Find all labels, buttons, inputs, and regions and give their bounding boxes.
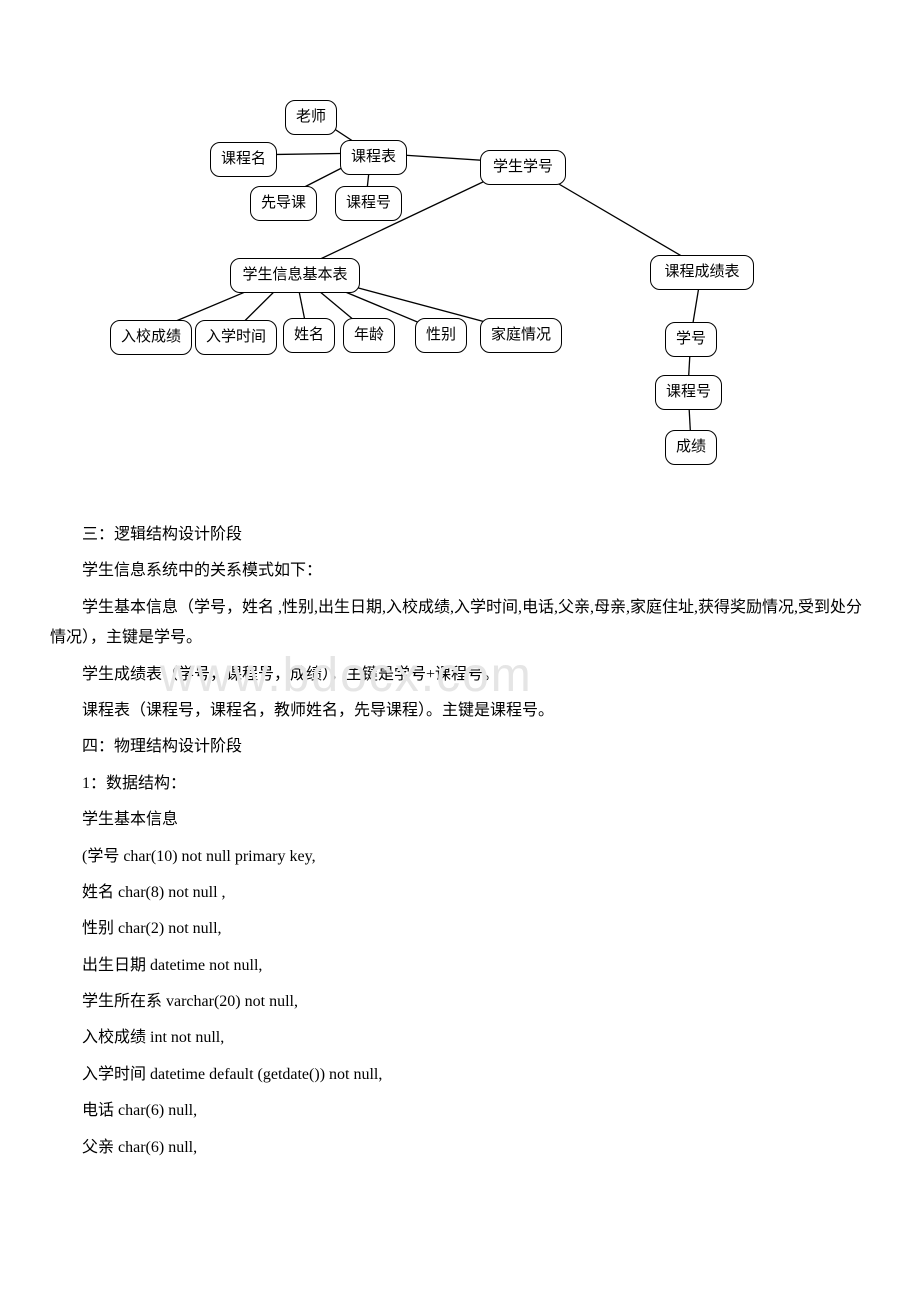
ddl-line-1: (学号 char(10) not null primary key, xyxy=(50,842,870,872)
section-3-title: 三：逻辑结构设计阶段 xyxy=(50,520,870,550)
node-gender: 性别 xyxy=(415,318,467,353)
node-score: 成绩 xyxy=(665,430,717,465)
p-schema-intro: 学生信息系统中的关系模式如下： xyxy=(50,556,870,586)
node-age: 年龄 xyxy=(343,318,395,353)
ddl-line-6: 入校成绩 int not null, xyxy=(50,1023,870,1053)
node-name: 姓名 xyxy=(283,318,335,353)
node-teacher: 老师 xyxy=(285,100,337,135)
p-data-struct: 1：数据结构： xyxy=(50,769,870,799)
node-student_info: 学生信息基本表 xyxy=(230,258,360,293)
p-table-name: 学生基本信息 xyxy=(50,805,870,835)
ddl-line-2: 姓名 char(8) not null , xyxy=(50,878,870,908)
node-course_table: 课程表 xyxy=(340,140,407,175)
er-diagram: 老师课程名课程表先导课课程号学生学号学生信息基本表课程成绩表入校成绩入学时间姓名… xyxy=(110,100,810,480)
ddl-line-8: 电话 char(6) null, xyxy=(50,1096,870,1126)
node-student_id: 学生学号 xyxy=(480,150,566,185)
node-course_no: 课程号 xyxy=(335,186,402,221)
document-body: www.bdocx.com 三：逻辑结构设计阶段 学生信息系统中的关系模式如下：… xyxy=(50,520,870,1163)
node-sid: 学号 xyxy=(665,322,717,357)
ddl-line-7: 入学时间 datetime default (getdate()) not nu… xyxy=(50,1060,870,1090)
node-cno: 课程号 xyxy=(655,375,722,410)
section-4-title: 四：物理结构设计阶段 xyxy=(50,732,870,762)
node-enroll_score: 入校成绩 xyxy=(110,320,192,355)
node-enroll_time: 入学时间 xyxy=(195,320,277,355)
node-course_name: 课程名 xyxy=(210,142,277,177)
ddl-line-9: 父亲 char(6) null, xyxy=(50,1133,870,1163)
node-prereq: 先导课 xyxy=(250,186,317,221)
ddl-line-4: 出生日期 datetime not null, xyxy=(50,951,870,981)
ddl-line-5: 学生所在系 varchar(20) not null, xyxy=(50,987,870,1017)
node-family: 家庭情况 xyxy=(480,318,562,353)
p-course-rel: 课程表（课程号，课程名，教师姓名，先导课程）。主键是课程号。 xyxy=(50,696,870,726)
ddl-line-3: 性别 char(2) not null, xyxy=(50,914,870,944)
p-student-info-rel: 学生基本信息（学号，姓名 ,性别,出生日期,入校成绩,入学时间,电话,父亲,母亲… xyxy=(50,593,870,654)
node-score_table: 课程成绩表 xyxy=(650,255,754,290)
p-score-rel: 学生成绩表（学号，课程号，成绩），主键是学号+课程号。 xyxy=(50,660,870,690)
